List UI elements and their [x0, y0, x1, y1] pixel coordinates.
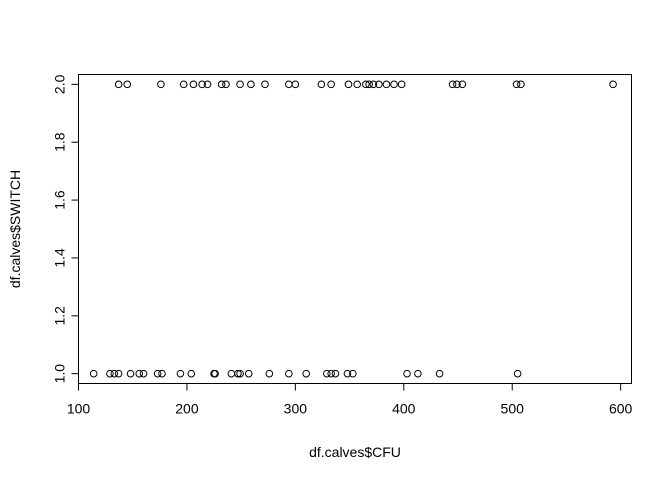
y-tick-label: 1.6 [52, 190, 68, 210]
data-point [114, 369, 123, 378]
y-axis-label: df.calves$SWITCH [7, 170, 23, 288]
plot-frame [78, 74, 632, 384]
data-point [302, 369, 311, 378]
y-axis: 1.0 1.2 1.4 1.6 1.8 2.0 [52, 74, 79, 383]
x-axis-label: df.calves$CFU [309, 444, 401, 460]
data-point [517, 80, 525, 89]
data-point [244, 369, 253, 378]
data-point [211, 369, 219, 378]
data-point [135, 369, 144, 378]
data-point [217, 80, 226, 89]
data-point [203, 80, 212, 89]
data-point [609, 80, 617, 89]
data-point [222, 80, 230, 89]
data-point [189, 80, 198, 89]
x-tick-label: 200 [175, 401, 199, 417]
data-point [375, 80, 383, 89]
data-point [369, 80, 378, 89]
data-point [397, 80, 406, 89]
x-tick-label: 400 [392, 401, 416, 417]
data-points [89, 80, 617, 378]
data-point [106, 369, 114, 378]
data-point [403, 369, 411, 378]
data-point [343, 369, 352, 378]
data-point [353, 80, 361, 89]
data-point [123, 80, 132, 89]
data-point [323, 369, 331, 378]
data-point [187, 369, 196, 378]
data-point [349, 369, 357, 378]
data-point [89, 369, 98, 378]
x-tick-label: 100 [67, 401, 91, 417]
data-point [365, 80, 373, 89]
data-point [227, 369, 236, 378]
data-point [153, 369, 162, 378]
data-point [291, 80, 300, 89]
data-point [110, 369, 119, 378]
data-point [362, 80, 370, 89]
data-point [247, 80, 255, 89]
y-tick-label: 2.0 [52, 74, 68, 94]
data-point [158, 369, 166, 378]
data-point [390, 80, 398, 89]
data-point [435, 369, 444, 378]
data-point [261, 80, 269, 89]
data-point [198, 80, 206, 89]
data-point [236, 369, 244, 378]
data-point [382, 80, 391, 89]
data-point [236, 80, 244, 89]
y-tick-label: 1.4 [52, 248, 68, 268]
y-tick-label: 1.0 [52, 364, 68, 384]
data-point [126, 369, 135, 378]
data-point [513, 369, 522, 378]
data-point [139, 369, 148, 378]
data-point [317, 80, 326, 89]
data-point [344, 80, 353, 89]
x-axis: 100 200 300 400 500 600 [67, 383, 633, 417]
data-point [327, 369, 335, 378]
data-point [265, 369, 274, 378]
data-point [414, 369, 422, 378]
x-tick-label: 600 [609, 401, 633, 417]
x-tick-label: 300 [284, 401, 308, 417]
data-point [512, 80, 521, 89]
data-point [285, 80, 293, 89]
data-point [157, 80, 165, 89]
data-point [448, 80, 457, 89]
y-tick-label: 1.8 [52, 132, 68, 152]
y-tick-label: 1.2 [52, 306, 68, 326]
data-point [453, 80, 461, 89]
data-point [234, 369, 242, 378]
data-point [458, 80, 467, 89]
x-tick-label: 500 [501, 401, 525, 417]
data-point [327, 80, 335, 89]
data-point [179, 80, 188, 89]
data-point [331, 369, 340, 378]
data-point [114, 80, 123, 89]
data-point [285, 369, 293, 378]
data-point [176, 369, 185, 378]
